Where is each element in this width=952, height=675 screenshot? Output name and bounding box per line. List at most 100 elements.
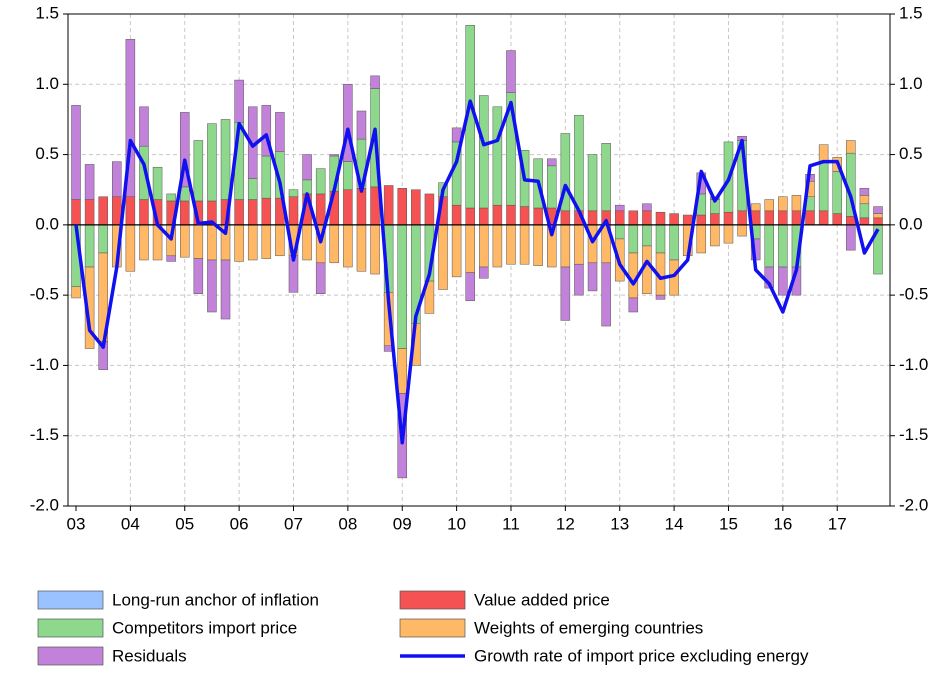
bar-segment (846, 140, 856, 154)
legend-swatch (37, 618, 104, 638)
bar-segment (547, 165, 557, 209)
bar-segment (873, 217, 883, 226)
bar-segment (302, 154, 312, 181)
legend-swatch (399, 618, 466, 638)
y-tick-label: 0.0 (35, 214, 59, 233)
bar-segment (179, 224, 190, 258)
bar-segment (479, 266, 489, 279)
bar-segment (98, 196, 108, 226)
x-tick-label: 11 (502, 514, 520, 533)
bar-segment (261, 155, 272, 199)
y2-tick-label: 0.0 (899, 214, 923, 233)
x-tick-label: 05 (175, 514, 194, 533)
legend-label: Weights of emerging countries (474, 618, 703, 637)
bar-segment (642, 210, 652, 226)
bar-segment (832, 213, 842, 226)
y-tick-label: 1.0 (35, 74, 59, 93)
bar-segment (574, 224, 584, 265)
bar-segment (207, 259, 217, 313)
bar-segment (601, 262, 611, 327)
bar-segment (764, 199, 775, 212)
bar-segment (710, 224, 720, 247)
bar-segment (642, 224, 652, 247)
bar-segment (315, 168, 326, 195)
bar-segment (750, 203, 761, 212)
bar-segment (438, 224, 448, 290)
bar-segment (261, 105, 272, 157)
bar-segment (139, 106, 149, 147)
y-tick-label: 1.5 (35, 3, 59, 22)
bar-segment (614, 204, 625, 212)
bar-segment (859, 195, 870, 205)
bar-segment (506, 224, 516, 265)
plot-frame (67, 13, 891, 507)
bar-segment (179, 112, 190, 188)
y2-tick-label: 1.0 (899, 74, 923, 93)
bar-segment (207, 123, 217, 202)
bar-segment (397, 224, 407, 349)
bar-segment (261, 197, 272, 226)
bar-segment (179, 200, 190, 226)
bar-segment (492, 224, 503, 268)
bar-segment (71, 286, 81, 299)
bar-segment (288, 189, 299, 197)
bar-segment (343, 224, 353, 268)
x-tick-label: 04 (121, 514, 140, 533)
bar-segment (234, 79, 244, 123)
bar-segment (465, 224, 475, 273)
bar-segment (574, 114, 584, 212)
x-tick-label: 15 (719, 514, 738, 533)
bar-segment (818, 161, 829, 212)
bar-segment (628, 224, 639, 254)
bar-segment (614, 210, 625, 226)
bar-segment (383, 185, 394, 226)
bar-segment (710, 213, 720, 226)
bar-segment (547, 158, 557, 167)
bar-segment (778, 224, 788, 268)
bar-segment (302, 224, 312, 261)
bar-segment (764, 224, 775, 268)
y-tick-label: 0.5 (35, 144, 59, 163)
bar-segment (166, 255, 176, 262)
bar-segment (628, 210, 639, 226)
x-tick-label: 14 (665, 514, 684, 533)
bar-segment (506, 50, 516, 93)
bar-segment (628, 297, 639, 313)
bar-segment (329, 224, 340, 264)
bar-segment (778, 266, 788, 296)
bar-segment (519, 206, 530, 226)
bar-segment (84, 164, 95, 200)
bar-segment (682, 214, 693, 226)
bar-segment (859, 188, 870, 196)
bar-segment (696, 224, 707, 254)
bar-segment (778, 210, 788, 226)
bar-segment (139, 224, 149, 261)
bar-segment (451, 204, 462, 226)
bar-segment (750, 210, 761, 226)
y-tick-label: -0.5 (30, 285, 59, 304)
bar-segment (533, 224, 543, 266)
bar-segment (791, 210, 802, 226)
legend-label: Value added price (474, 590, 610, 609)
bar-segment (479, 224, 489, 268)
y2-tick-label: 0.5 (899, 144, 923, 163)
bar-segment (302, 179, 312, 195)
x-tick-label: 12 (556, 514, 575, 533)
bar-segment (492, 204, 503, 226)
bar-segment (764, 210, 775, 226)
bar-segment (492, 106, 503, 206)
y-tick-label: -1.5 (30, 425, 59, 444)
bar-segment (139, 199, 149, 226)
bar-segment (125, 39, 136, 197)
bar-segment (737, 210, 747, 226)
bar-segment (315, 262, 326, 294)
bar-segment (479, 207, 489, 226)
bar-segment (166, 193, 176, 202)
legend-swatch (399, 590, 466, 610)
bar-segment (329, 154, 340, 157)
y2-tick-label: -0.5 (899, 285, 928, 304)
bar-segment (846, 224, 856, 251)
bar-segment (873, 213, 883, 219)
x-tick-label: 06 (230, 514, 249, 533)
